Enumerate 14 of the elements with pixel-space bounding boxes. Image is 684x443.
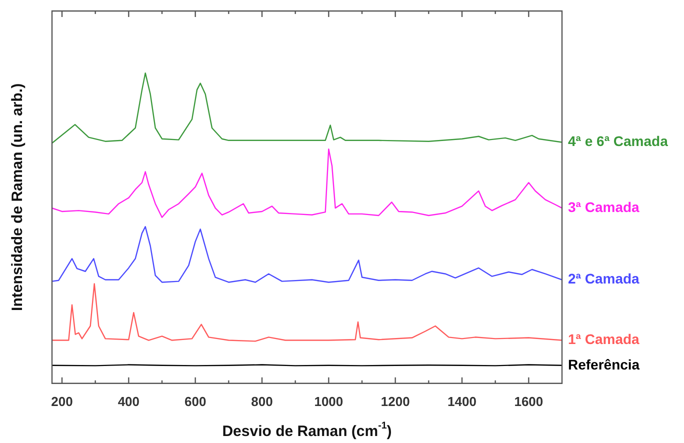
- x-tick-label: 1000: [314, 394, 344, 409]
- series-label: 4ª e 6ª Camada: [568, 133, 668, 150]
- x-tick-label: 600: [184, 394, 206, 409]
- x-tick-label: 1600: [514, 394, 544, 409]
- x-tick-label: 1400: [448, 394, 476, 409]
- series-label: 1ª Camada: [568, 331, 640, 348]
- series-label: 2ª Camada: [568, 270, 640, 287]
- x-tick-label: 800: [251, 394, 273, 409]
- series-label: 3ª Camada: [568, 198, 640, 215]
- x-tick-label: 1200: [380, 394, 410, 409]
- series-label: Referência: [568, 356, 640, 372]
- x-tick-label: 400: [118, 394, 140, 409]
- x-tick-label: 200: [51, 394, 73, 409]
- y-axis-title: Intensidade de Raman (un. arb.): [9, 83, 26, 311]
